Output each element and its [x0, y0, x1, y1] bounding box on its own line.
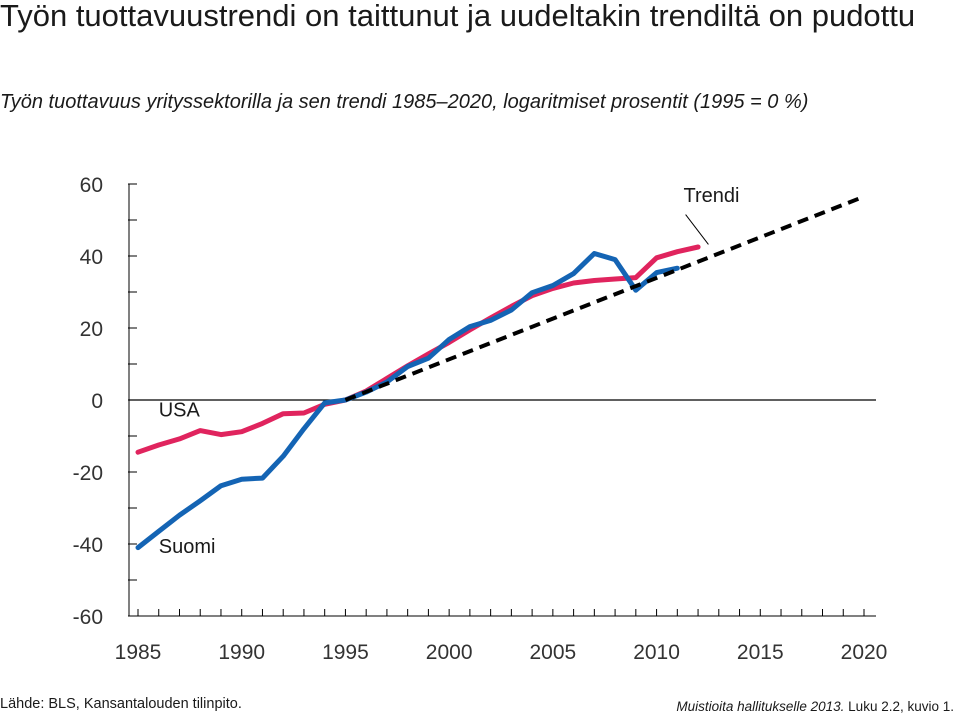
- series-line-suomi: [135, 251, 680, 551]
- x-tick-label: 1985: [115, 641, 162, 664]
- reference-tail: Luku 2.2, kuvio 1.: [844, 699, 954, 714]
- x-tick-label: 2020: [841, 641, 888, 664]
- x-tick-label: 2000: [426, 641, 473, 664]
- source-note: Lähde: BLS, Kansantalouden tilinpito.: [0, 696, 242, 712]
- reference-note: Muistioita hallitukselle 2013. Luku 2.2,…: [676, 699, 954, 714]
- x-tick-label: 1990: [218, 641, 265, 664]
- y-tick-label: 40: [80, 246, 103, 269]
- x-tick-label: 2010: [633, 641, 680, 664]
- reference-title: Muistioita hallitukselle 2013.: [676, 699, 845, 714]
- x-tick-label: 1995: [322, 641, 369, 664]
- chart-title: Työn tuottavuustrendi on taittunut ja uu…: [0, 0, 916, 33]
- annotation-label: Suomi: [159, 536, 216, 558]
- annotation-label: Trendi: [684, 185, 740, 207]
- x-tick-label: 2015: [737, 641, 784, 664]
- trend-leader-line: [685, 214, 709, 245]
- series-line-usa: [135, 244, 701, 455]
- y-tick-label: -40: [73, 534, 103, 557]
- y-tick-label: 0: [91, 390, 103, 413]
- y-tick-label: 20: [80, 318, 103, 341]
- y-tick-label: -20: [73, 462, 103, 485]
- chart-subtitle: Työn tuottavuus yrityssektorilla ja sen …: [0, 91, 809, 113]
- line-chart: 60 40 20 0 -20 -40 -60 1985 1990 1995 2000 2005 2010…: [73, 174, 888, 664]
- annotation-label: USA: [159, 400, 201, 422]
- series-line-trendi: [344, 194, 865, 402]
- x-tick-label: 2005: [529, 641, 576, 664]
- y-tick-label: 60: [80, 174, 103, 197]
- y-tick-label: -60: [73, 606, 103, 629]
